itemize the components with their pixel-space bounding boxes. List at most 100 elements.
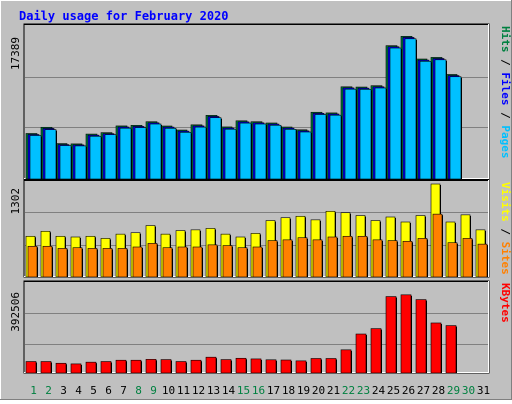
bar-pages: [194, 126, 207, 180]
bar-sites: [87, 248, 98, 278]
bar-sites: [147, 243, 158, 278]
panel-visits-sites: 1302 Visits / Sites: [9, 179, 512, 278]
bar-pages: [329, 114, 342, 180]
x-tick-label: 4: [75, 384, 82, 397]
bar-pages: [104, 134, 117, 180]
bar-pages: [149, 123, 162, 180]
bar-sites: [402, 240, 413, 278]
chart-title: Daily usage for February 2020: [19, 9, 229, 23]
x-tick-label: 20: [312, 384, 325, 397]
x-tick-label: 1: [30, 384, 37, 397]
x-tick-label: 10: [162, 384, 175, 397]
x-tick-label: 27: [417, 384, 430, 397]
bar-sites: [177, 246, 188, 278]
x-axis-labels: 1 2 3 4 5 6 7 8 9 10 11 12 13 14 15 16 17 18 19 20 21 22 23 24 2…: [30, 384, 490, 397]
bar-sites: [222, 245, 233, 278]
x-tick-label: 5: [90, 384, 97, 397]
bar-kbytes: [250, 358, 262, 374]
bar-kbytes: [115, 359, 127, 374]
bar-sites: [417, 238, 428, 278]
bar-pages: [314, 114, 327, 180]
x-tick-label: 18: [282, 384, 295, 397]
bar-pages: [299, 131, 312, 180]
x-tick-label: 21: [327, 384, 340, 397]
x-tick-label: 6: [105, 384, 112, 397]
bar-kbytes: [340, 349, 352, 374]
bar-pages: [119, 127, 132, 180]
legend-segment: Files: [499, 72, 512, 105]
x-tick-label: 25: [387, 384, 400, 397]
bar-sites: [132, 246, 143, 278]
bar-sites: [447, 242, 458, 278]
x-tick-label: 31: [477, 384, 490, 397]
bar-sites: [282, 239, 293, 278]
bar-pages: [209, 117, 222, 180]
x-tick-label: 23: [357, 384, 370, 397]
bar-sites: [27, 245, 38, 278]
bar-pages: [179, 132, 192, 180]
bar-sites: [207, 244, 218, 278]
bar-kbytes: [160, 359, 172, 374]
bar-kbytes: [40, 361, 52, 374]
bar-kbytes: [415, 299, 427, 374]
x-tick-label: 3: [60, 384, 67, 397]
bar-pages: [254, 123, 267, 180]
bar-kbytes: [400, 294, 412, 374]
bar-sites: [312, 239, 323, 278]
bar-sites: [192, 246, 203, 278]
bar-kbytes: [175, 361, 187, 374]
bar-kbytes: [130, 359, 142, 374]
bar-pages: [269, 124, 282, 180]
bar-kbytes: [325, 358, 337, 374]
x-tick-label: 13: [207, 384, 220, 397]
legend-segment: Pages: [499, 125, 512, 158]
bar-kbytes: [100, 361, 112, 374]
bar-kbytes: [220, 359, 232, 374]
legend-segment: Hits: [499, 26, 512, 53]
bar-sites: [462, 238, 473, 278]
bar-kbytes: [205, 356, 217, 374]
axis-max-label: 1302: [9, 188, 22, 215]
bar-pages: [59, 145, 72, 180]
bar-pages: [404, 38, 417, 180]
bar-kbytes: [70, 363, 82, 374]
bar-sites: [387, 240, 398, 278]
bar-sites: [477, 243, 488, 278]
bar-sites: [357, 235, 368, 278]
x-tick-label: 11: [177, 384, 190, 397]
bar-pages: [29, 135, 42, 180]
bar-pages: [239, 122, 252, 180]
bar-kbytes: [25, 361, 37, 374]
bar-sites: [267, 240, 278, 278]
bar-sites: [42, 245, 53, 278]
x-tick-label: 19: [297, 384, 310, 397]
bar-kbytes: [430, 322, 442, 374]
legend-segment: /: [499, 53, 512, 73]
legend-label: Visits / Sites: [499, 182, 512, 275]
x-tick-label: 9: [150, 384, 157, 397]
x-tick-label: 15: [237, 384, 250, 397]
bar-kbytes: [355, 333, 367, 374]
x-tick-label: 24: [372, 384, 386, 397]
bar-sites: [342, 235, 353, 278]
legend-segment: Sites: [499, 242, 512, 275]
bar-sites: [297, 237, 308, 278]
bar-pages: [44, 129, 57, 180]
bar-kbytes: [295, 360, 307, 374]
bar-sites: [57, 248, 68, 278]
bar-kbytes: [265, 359, 277, 374]
bar-kbytes: [370, 328, 382, 374]
bar-kbytes: [385, 296, 397, 374]
chart-panels: 17389 Hits / Files / Pages 1302 Visits / Si…: [9, 23, 512, 374]
axis-max-label: 17389: [9, 37, 22, 70]
legend-segment: Visits: [499, 182, 512, 222]
panel-kbytes: 392506 KBytes: [9, 280, 512, 374]
bar-pages: [419, 60, 432, 180]
bar-sites: [237, 247, 248, 278]
legend-segment: /: [499, 106, 512, 126]
x-tick-label: 2: [45, 384, 52, 397]
bar-pages: [224, 128, 237, 180]
bar-pages: [389, 47, 402, 180]
legend-segment: /: [499, 222, 512, 242]
